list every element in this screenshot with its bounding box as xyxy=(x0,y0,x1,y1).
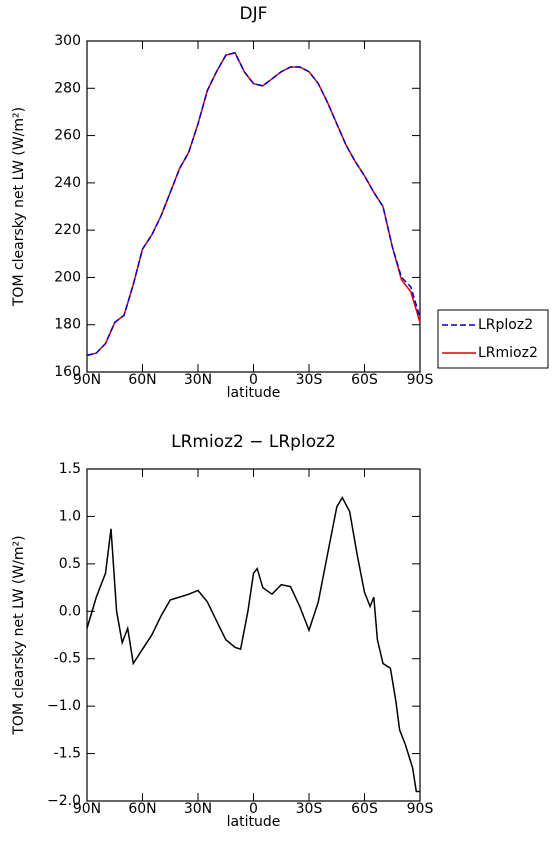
data-line xyxy=(86,51,421,357)
x-tick-label: 90S xyxy=(407,372,434,388)
x-tick-label: 60S xyxy=(351,801,378,817)
x-tick-label: 90N xyxy=(73,372,101,388)
y-axis-label: TOM clearsky net LW (W/m²) xyxy=(11,535,27,735)
x-axis-label: latitude xyxy=(227,385,281,401)
y-tick-label: 220 xyxy=(54,222,81,238)
y-axis-label: TOM clearsky net LW (W/m²) xyxy=(11,107,27,307)
y-tick-label: 260 xyxy=(54,128,81,144)
x-tick-label: 30S xyxy=(296,801,323,817)
x-tick-label: 60N xyxy=(128,801,156,817)
y-tick-label: 280 xyxy=(54,80,81,96)
y-tick-label: 180 xyxy=(54,317,81,333)
x-tick-label: 90S xyxy=(407,801,434,817)
x-tick-label: 30N xyxy=(184,372,212,388)
y-tick-label: -1.5 xyxy=(54,746,81,762)
y-tick-label: −1.0 xyxy=(47,698,81,714)
data-line xyxy=(86,51,421,357)
x-tick-label: 30S xyxy=(296,372,323,388)
y-tick-label: 0.5 xyxy=(59,556,81,572)
chart-title: LRmioz2 − LRploz2 xyxy=(171,432,336,452)
y-tick-label: −2.0 xyxy=(47,793,81,809)
y-tick-label: 300 xyxy=(54,33,81,49)
x-tick-label: 0 xyxy=(249,372,258,388)
y-tick-label: 160 xyxy=(54,364,81,380)
plot-frame xyxy=(86,40,421,373)
chart-title: DJF xyxy=(240,4,268,24)
x-tick-label: 60S xyxy=(351,372,378,388)
y-tick-label: 1.5 xyxy=(59,461,81,477)
plot-frame xyxy=(86,468,421,802)
x-axis-label: latitude xyxy=(227,814,281,830)
x-tick-label: 30N xyxy=(184,801,212,817)
y-tick-label: 0.0 xyxy=(59,603,81,619)
y-tick-label: 200 xyxy=(54,269,81,285)
legend-box xyxy=(437,309,549,369)
x-tick-label: 0 xyxy=(249,801,258,817)
data-line xyxy=(86,495,420,793)
y-tick-label: 240 xyxy=(54,175,81,191)
y-tick-label: 1.0 xyxy=(59,508,81,524)
legend-label: LRploz2 xyxy=(478,317,533,333)
x-tick-label: 90N xyxy=(73,801,101,817)
legend-label: LRmioz2 xyxy=(478,345,538,361)
x-tick-label: 60N xyxy=(128,372,156,388)
y-tick-label: -0.5 xyxy=(54,651,81,667)
